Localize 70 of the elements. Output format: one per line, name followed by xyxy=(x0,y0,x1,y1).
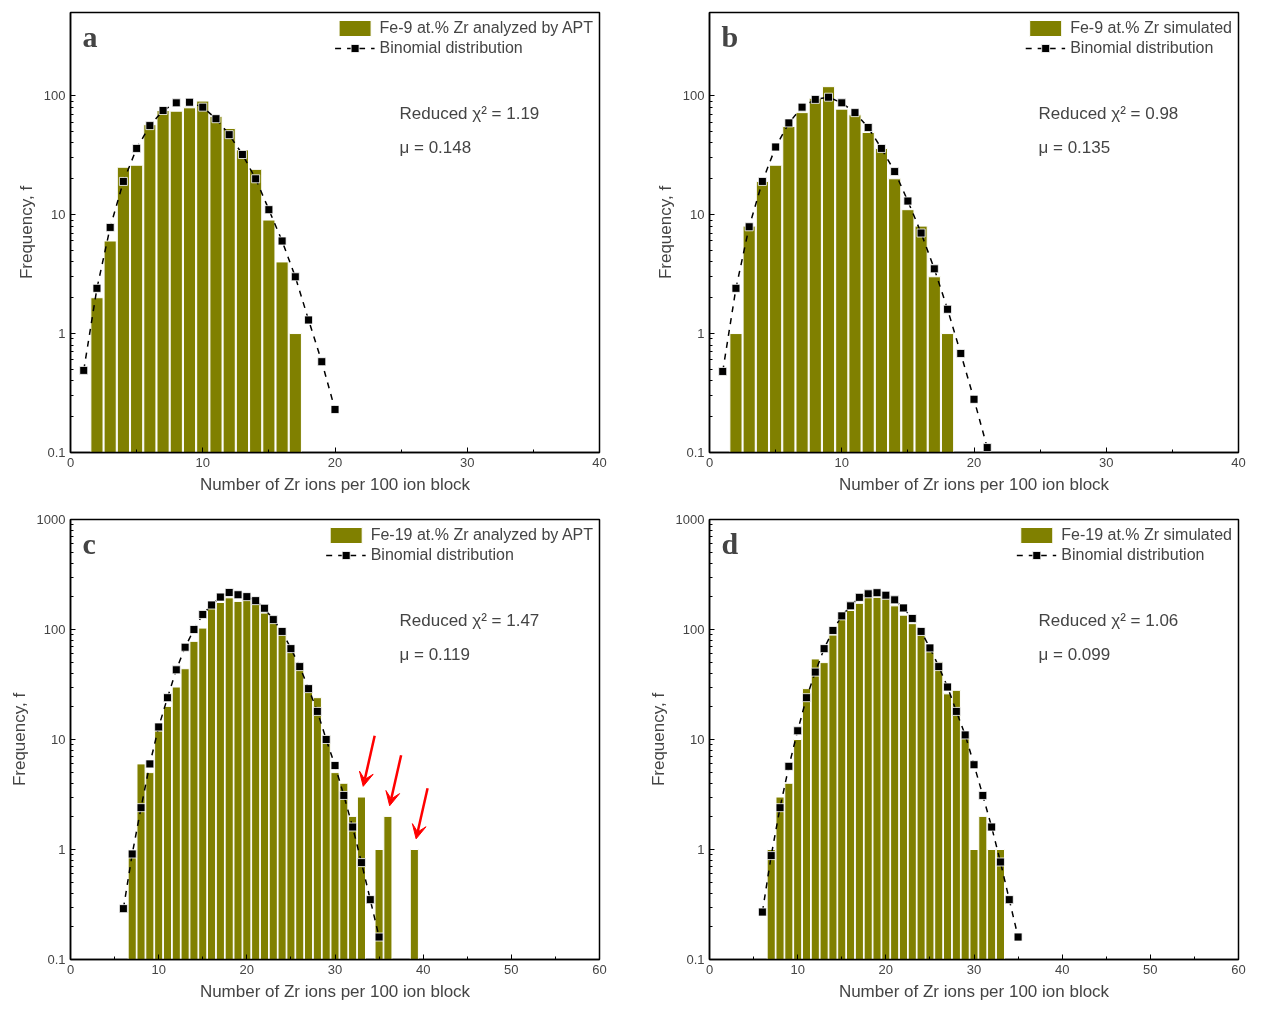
y-axis-title: Frequency, f xyxy=(9,692,29,787)
y-tick-label: 100 xyxy=(43,622,66,637)
x-tick-label: 40 xyxy=(415,961,431,977)
annotation: Reduced χ² = 1.19 xyxy=(399,103,540,123)
y-axis-title: Frequency, f xyxy=(655,185,675,280)
x-tick-label: 20 xyxy=(966,454,982,470)
x-tick-label: 40 xyxy=(1231,454,1246,470)
x-tick-label: 50 xyxy=(1143,961,1158,977)
legend-label: Fe-19 at.% Zr analyzed by APT xyxy=(370,526,593,544)
y-tick-label: 1 xyxy=(58,842,66,857)
annotation: μ = 0.119 xyxy=(399,644,470,664)
y-tick-label: 1000 xyxy=(675,512,705,527)
y-tick-label: 10 xyxy=(690,732,705,747)
x-tick-label: 60 xyxy=(592,961,607,977)
y-tick-label: 100 xyxy=(682,622,705,637)
y-tick-label: 1 xyxy=(697,842,705,857)
x-tick-label: 10 xyxy=(195,454,210,470)
x-tick-label: 10 xyxy=(834,454,849,470)
x-tick-label: 10 xyxy=(790,961,805,977)
y-tick-label: 1000 xyxy=(36,512,66,527)
x-tick-label: 20 xyxy=(239,961,255,977)
x-tick-label: 0 xyxy=(705,454,714,470)
y-tick-label: 10 xyxy=(690,207,705,223)
x-tick-label: 60 xyxy=(1231,961,1246,977)
y-axis-title: Frequency, f xyxy=(648,692,668,787)
x-axis-title: Number of Zr ions per 100 ion block xyxy=(199,474,471,494)
x-tick-label: 20 xyxy=(327,454,343,470)
legend-label: Fe-9 at.% Zr analyzed by APT xyxy=(379,19,593,37)
chart-title: a xyxy=(82,19,98,53)
x-axis-title: Number of Zr ions per 100 ion block xyxy=(838,474,1110,494)
y-tick-label: 0.1 xyxy=(47,952,66,967)
x-tick-label: 30 xyxy=(327,961,343,977)
y-tick-label: 0.1 xyxy=(686,445,705,460)
y-tick-label: 10 xyxy=(51,207,66,223)
chart-title: d xyxy=(721,526,739,560)
legend-label: Binomial distribution xyxy=(379,39,523,57)
y-tick-label: 1 xyxy=(58,326,66,342)
x-tick-label: 20 xyxy=(878,961,894,977)
x-tick-label: 30 xyxy=(966,961,982,977)
chart-title: b xyxy=(721,19,739,53)
x-tick-label: 30 xyxy=(1099,454,1114,470)
x-axis-title: Number of Zr ions per 100 ion block xyxy=(838,981,1110,1001)
y-tick-label: 0.1 xyxy=(47,445,66,460)
x-tick-label: 0 xyxy=(66,454,75,470)
x-tick-label: 10 xyxy=(151,961,166,977)
annotation: μ = 0.135 xyxy=(1038,137,1111,157)
annotation: μ = 0.099 xyxy=(1038,644,1111,664)
x-axis-title: Number of Zr ions per 100 ion block xyxy=(199,981,471,1001)
x-tick-label: 0 xyxy=(705,961,714,977)
x-tick-label: 40 xyxy=(1054,961,1070,977)
y-tick-label: 10 xyxy=(51,732,66,747)
x-tick-label: 0 xyxy=(66,961,75,977)
x-tick-label: 40 xyxy=(592,454,607,470)
annotation: μ = 0.148 xyxy=(399,137,472,157)
y-tick-label: 100 xyxy=(43,88,66,104)
y-tick-label: 1 xyxy=(697,326,705,342)
x-tick-label: 50 xyxy=(504,961,519,977)
legend-label: Binomial distribution xyxy=(370,546,514,564)
x-tick-label: 30 xyxy=(460,454,475,470)
annotation: Reduced χ² = 0.98 xyxy=(1038,103,1179,123)
legend-label: Binomial distribution xyxy=(1061,546,1205,564)
legend-label: Fe-19 at.% Zr simulated xyxy=(1061,526,1232,544)
annotation: Reduced χ² = 1.06 xyxy=(1038,610,1179,630)
y-axis-title: Frequency, f xyxy=(16,185,36,280)
y-tick-label: 0.1 xyxy=(686,952,705,967)
chart-title: c xyxy=(82,526,96,560)
annotation: Reduced χ² = 1.47 xyxy=(399,610,540,630)
legend-label: Binomial distribution xyxy=(1070,39,1214,57)
legend-label: Fe-9 at.% Zr simulated xyxy=(1070,19,1232,37)
y-tick-label: 100 xyxy=(682,88,705,104)
